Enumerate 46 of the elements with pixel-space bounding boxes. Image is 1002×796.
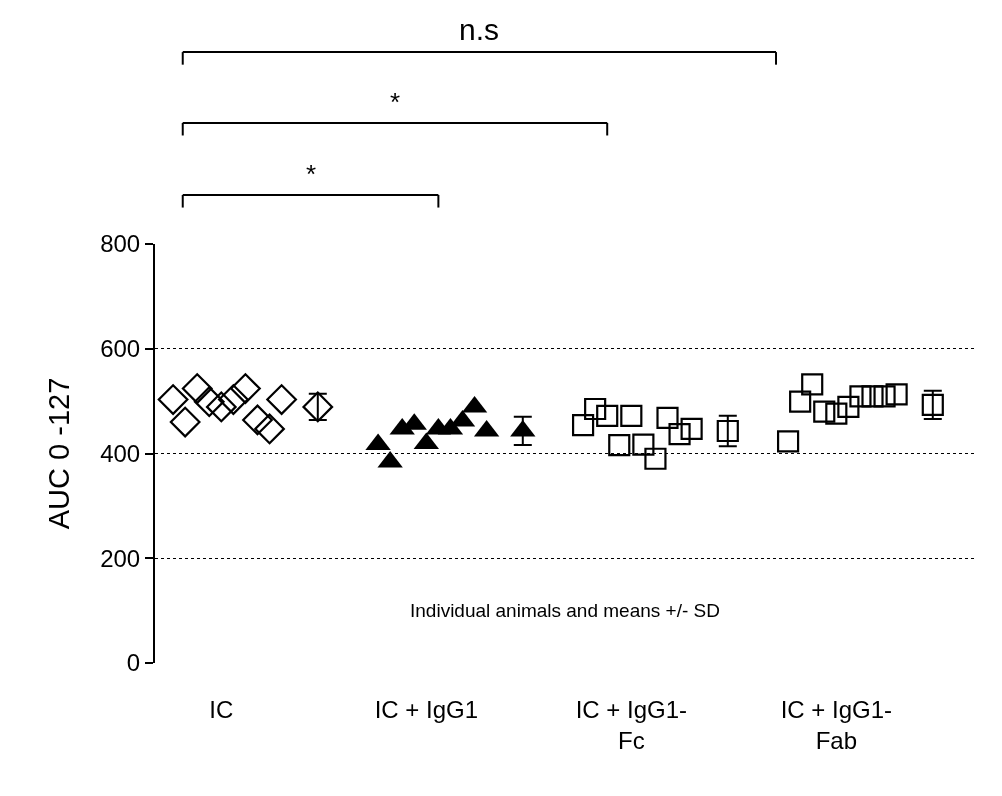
x-tick-label: IC [209, 696, 234, 723]
point [716, 419, 739, 443]
point [825, 402, 848, 425]
point [230, 373, 261, 404]
point [680, 417, 703, 440]
point [266, 384, 298, 415]
point [861, 385, 884, 408]
x-tick-label: IC + IgG1-Fab [780, 696, 893, 755]
point [254, 413, 285, 445]
point [776, 430, 800, 453]
point [873, 385, 896, 408]
point [644, 447, 667, 470]
point [620, 404, 643, 427]
point [801, 373, 824, 396]
point [205, 391, 237, 423]
annotation: Individual animals and means +/- SD [410, 600, 720, 621]
point [584, 397, 607, 421]
point [789, 390, 812, 413]
y-axis-title: AUC 0 -127 [43, 377, 75, 530]
point [302, 391, 334, 423]
point [656, 406, 679, 429]
point [217, 384, 249, 415]
x-tick-label: IC + IgG1-Fc [575, 696, 688, 755]
text: * [390, 87, 401, 117]
point [596, 404, 619, 427]
x-tick-label: IC + IgG1 [374, 696, 479, 723]
point [632, 433, 655, 456]
point [157, 384, 189, 415]
point [608, 434, 631, 457]
point [837, 395, 860, 418]
point [668, 423, 691, 446]
point [813, 400, 836, 423]
point [193, 386, 225, 418]
point [242, 404, 273, 436]
y-tick-label: 200 [100, 544, 141, 572]
point [885, 383, 908, 406]
y-tick-label: 600 [100, 335, 141, 363]
point [169, 406, 201, 438]
text: * [306, 159, 317, 189]
point [849, 385, 872, 408]
point [571, 414, 595, 437]
y-tick-label: 800 [100, 230, 141, 258]
y-tick-label: 0 [126, 649, 141, 677]
y-tick-label: 400 [100, 439, 141, 467]
text: n.s [459, 13, 500, 46]
point [181, 373, 213, 404]
